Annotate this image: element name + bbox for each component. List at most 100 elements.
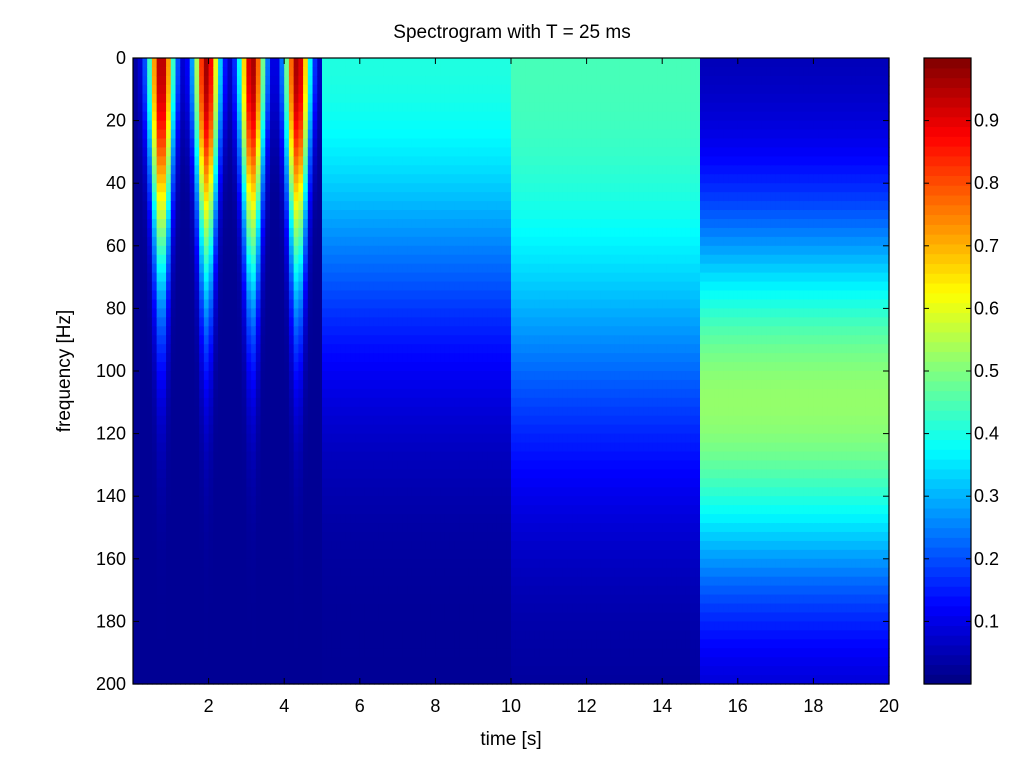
heatmap-cell bbox=[392, 263, 399, 274]
heatmap-cell bbox=[133, 174, 139, 184]
heatmap-cell bbox=[430, 576, 437, 587]
heatmap-cell bbox=[459, 254, 465, 265]
heatmap-cell bbox=[449, 236, 455, 247]
heatmap-cell bbox=[227, 424, 233, 435]
heatmap-cell bbox=[364, 514, 370, 524]
heatmap-cell bbox=[208, 353, 214, 363]
heatmap-cell bbox=[222, 245, 229, 256]
heatmap-cell bbox=[133, 594, 139, 605]
heatmap-cell bbox=[265, 75, 271, 86]
heatmap-cell bbox=[208, 567, 214, 578]
heatmap-cell bbox=[322, 621, 328, 631]
heatmap-cell bbox=[350, 111, 356, 122]
heatmap-cell bbox=[444, 147, 451, 157]
heatmap-cell bbox=[463, 93, 470, 104]
heatmap-cell bbox=[156, 433, 162, 444]
heatmap-cell bbox=[378, 397, 385, 408]
heatmap-cell bbox=[421, 299, 427, 309]
heatmap-cell bbox=[449, 621, 455, 631]
heatmap-cell bbox=[411, 505, 418, 515]
heatmap-cell bbox=[222, 612, 229, 622]
heatmap-cell bbox=[340, 478, 347, 488]
heatmap-cell bbox=[246, 156, 252, 166]
heatmap-cell bbox=[440, 612, 446, 622]
heatmap-cell bbox=[407, 666, 413, 676]
heatmap-cell bbox=[303, 156, 309, 166]
heatmap-cell bbox=[359, 192, 366, 202]
heatmap-cell bbox=[369, 245, 375, 256]
heatmap-cell bbox=[459, 102, 465, 113]
heatmap-cell bbox=[449, 201, 455, 211]
heatmap-cell bbox=[265, 433, 271, 444]
heatmap-cell bbox=[236, 183, 243, 193]
heatmap-cell bbox=[222, 371, 229, 381]
heatmap-cell bbox=[298, 84, 304, 95]
heatmap-cell bbox=[166, 496, 172, 506]
heatmap-cell bbox=[444, 344, 451, 354]
heatmap-cell bbox=[199, 272, 205, 283]
heatmap-cell bbox=[378, 66, 385, 77]
heatmap-cell bbox=[430, 84, 437, 95]
heatmap-cell bbox=[312, 460, 318, 470]
heatmap-cell bbox=[407, 612, 413, 622]
heatmap-cell bbox=[373, 218, 380, 229]
heatmap-cell bbox=[421, 317, 427, 327]
heatmap-cell bbox=[355, 93, 361, 104]
heatmap-cell bbox=[468, 201, 474, 211]
heatmap-cell bbox=[340, 406, 347, 417]
heatmap-cell bbox=[161, 603, 167, 614]
heatmap-cell bbox=[194, 75, 200, 86]
heatmap-cell bbox=[236, 594, 243, 605]
heatmap-cell bbox=[350, 201, 356, 211]
heatmap-cell bbox=[170, 540, 177, 551]
heatmap-cell bbox=[137, 201, 144, 211]
heatmap-cell bbox=[317, 415, 323, 426]
heatmap-cell bbox=[133, 93, 139, 104]
heatmap-cell bbox=[312, 344, 318, 354]
heatmap-cell bbox=[218, 263, 224, 274]
heatmap-cell bbox=[184, 254, 191, 265]
heatmap-cell bbox=[288, 183, 295, 193]
heatmap-cell bbox=[336, 201, 342, 211]
heatmap-cell bbox=[303, 469, 309, 479]
heatmap-cell bbox=[298, 406, 304, 417]
heatmap-cell bbox=[251, 147, 257, 157]
heatmap-cell bbox=[307, 66, 314, 77]
heatmap-cell bbox=[350, 630, 356, 640]
heatmap-cell bbox=[345, 183, 351, 193]
heatmap-cell bbox=[359, 75, 366, 86]
heatmap-cell bbox=[378, 326, 385, 336]
heatmap-cell bbox=[430, 174, 437, 184]
heatmap-cell bbox=[388, 585, 394, 596]
heatmap-cell bbox=[265, 594, 271, 605]
heatmap-cell bbox=[350, 648, 356, 658]
heatmap-cell bbox=[369, 585, 375, 596]
heatmap-cell bbox=[227, 317, 233, 327]
heatmap-cell bbox=[435, 603, 441, 614]
heatmap-cell bbox=[350, 192, 356, 202]
heatmap-cell bbox=[175, 603, 181, 614]
heatmap-cell bbox=[189, 630, 196, 640]
heatmap-cell bbox=[184, 639, 191, 649]
heatmap-cell bbox=[166, 576, 172, 587]
heatmap-cell bbox=[218, 567, 224, 578]
heatmap-cell bbox=[416, 460, 422, 470]
heatmap-cell bbox=[236, 621, 243, 631]
heatmap-cell bbox=[307, 496, 314, 506]
heatmap-cell bbox=[133, 621, 139, 631]
heatmap-cell bbox=[364, 227, 370, 238]
heatmap-cell bbox=[369, 111, 375, 122]
heatmap-cell bbox=[402, 397, 408, 408]
heatmap-cell bbox=[369, 388, 375, 399]
heatmap-cell bbox=[194, 612, 200, 622]
heatmap-cell bbox=[156, 648, 162, 658]
heatmap-cell bbox=[213, 308, 219, 318]
heatmap-cell bbox=[288, 594, 295, 605]
heatmap-cell bbox=[232, 210, 238, 220]
heatmap-cell bbox=[213, 227, 219, 238]
heatmap-cell bbox=[383, 192, 389, 202]
heatmap-cell bbox=[279, 93, 285, 104]
heatmap-cell bbox=[194, 218, 200, 229]
heatmap-cell bbox=[137, 335, 144, 345]
heatmap-cell bbox=[359, 603, 366, 614]
